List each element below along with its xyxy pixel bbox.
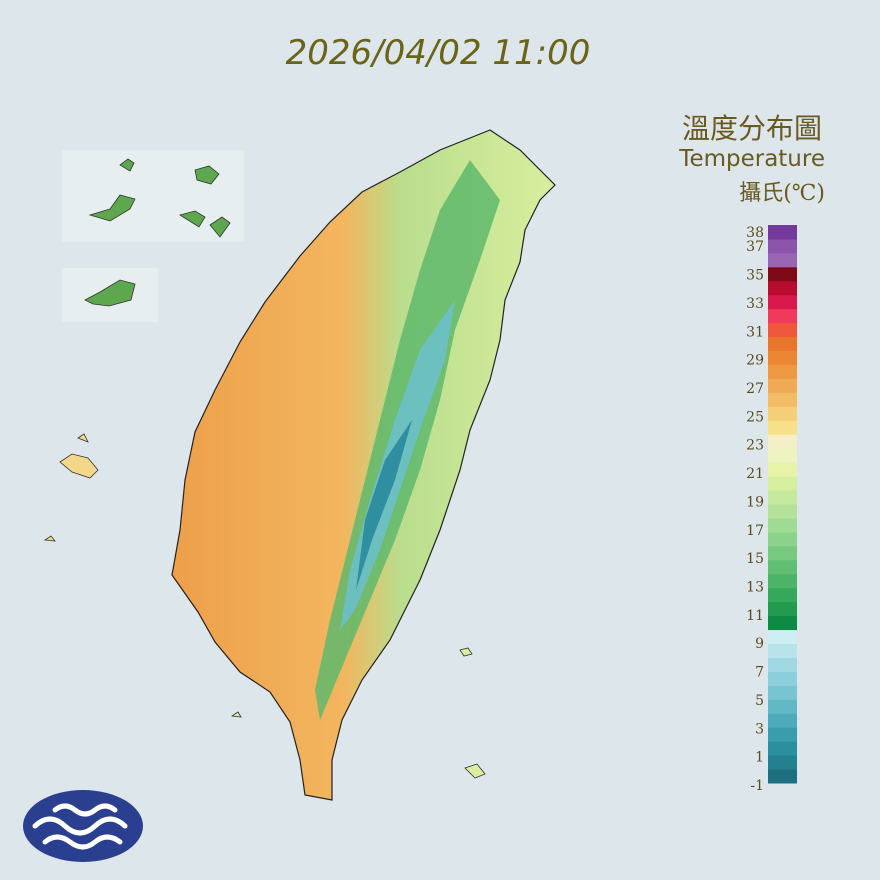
color-segment <box>768 741 797 756</box>
tick-label: 38 <box>746 225 764 241</box>
logo <box>23 790 143 862</box>
color-segment <box>768 559 797 575</box>
tick-label: 21 <box>746 466 764 482</box>
color-segment <box>768 643 797 658</box>
tick-label: -1 <box>750 778 764 794</box>
taiwan-map <box>171 129 556 801</box>
datetime: 2026/04/02 11:00 <box>286 33 591 73</box>
tick-label: 3 <box>755 721 764 737</box>
tick-label: 35 <box>746 268 764 284</box>
color-segment <box>768 308 797 324</box>
color-segment <box>768 350 797 365</box>
color-segment <box>768 517 797 533</box>
color-segment <box>768 420 797 435</box>
tick-label: 19 <box>746 494 764 510</box>
color-segment <box>768 685 797 700</box>
inset-islands <box>43 150 244 542</box>
color-segment <box>768 755 797 770</box>
color-segment <box>768 294 797 310</box>
color-segment <box>768 601 797 617</box>
tick-label: 25 <box>746 409 764 425</box>
color-segment <box>768 769 797 784</box>
color-segment <box>768 406 797 421</box>
color-segment <box>768 727 797 742</box>
tick-label: 1 <box>755 750 764 766</box>
tick-label: 9 <box>755 636 764 652</box>
color-segment <box>768 238 797 254</box>
color-segment <box>768 657 797 672</box>
color-segment <box>768 671 797 686</box>
color-segment <box>768 280 797 296</box>
tick-label: 33 <box>746 296 764 312</box>
color-segment <box>768 545 797 561</box>
legend-unit: 攝氏(℃) <box>739 181 825 206</box>
tick-label: 5 <box>755 693 764 709</box>
tick-label: 27 <box>746 381 764 397</box>
tick-label: 11 <box>746 608 764 624</box>
tick-label: 37 <box>746 239 764 255</box>
color-segment <box>768 629 797 644</box>
tick-label: 31 <box>746 324 764 340</box>
color-segment <box>768 615 797 631</box>
tick-label: 29 <box>746 353 764 369</box>
color-segment <box>768 476 797 491</box>
color-segment <box>768 448 797 463</box>
color-segment <box>768 434 797 449</box>
tick-label: 17 <box>746 523 764 539</box>
color-segment <box>768 587 797 603</box>
color-segment <box>768 531 797 547</box>
color-segment <box>768 364 797 379</box>
tick-label: 13 <box>746 579 764 595</box>
legend-title: 溫度分布圖 <box>682 112 822 145</box>
color-segment <box>768 336 797 352</box>
color-segment <box>768 392 797 407</box>
color-segment <box>768 699 797 714</box>
color-segment <box>768 322 797 338</box>
tick-label: 7 <box>755 665 764 681</box>
color-segment <box>768 462 797 477</box>
tick-label: 15 <box>746 551 764 567</box>
legend-subtitle: Temperature <box>678 146 825 172</box>
color-segment <box>768 378 797 393</box>
color-segment <box>768 490 797 505</box>
color-segment <box>768 225 797 240</box>
color-segment <box>768 713 797 728</box>
color-segment <box>768 504 797 519</box>
color-segment <box>768 573 797 589</box>
color-segment <box>768 266 797 282</box>
tick-label: 23 <box>746 438 764 454</box>
color-segment <box>768 252 797 268</box>
